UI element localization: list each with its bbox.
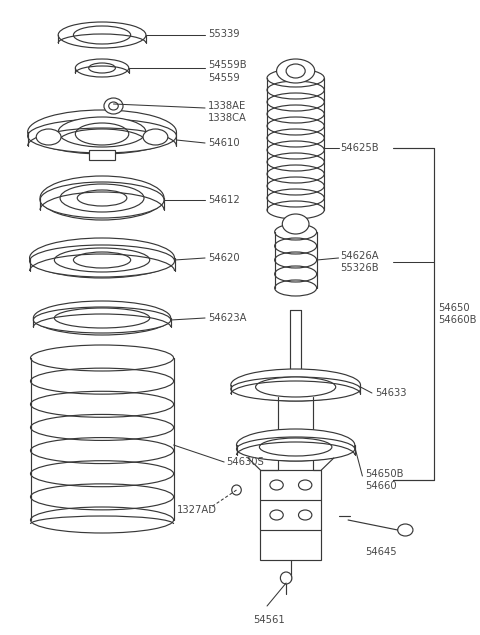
- Ellipse shape: [54, 248, 150, 272]
- Text: 54630S: 54630S: [226, 457, 264, 467]
- Ellipse shape: [40, 182, 164, 218]
- Text: 54660B: 54660B: [438, 315, 476, 325]
- Ellipse shape: [60, 184, 144, 212]
- Text: 54660: 54660: [365, 481, 397, 491]
- Text: 55339: 55339: [208, 29, 240, 39]
- Text: 55326B: 55326B: [340, 263, 379, 273]
- Ellipse shape: [30, 245, 175, 277]
- Ellipse shape: [282, 214, 309, 234]
- Text: 54626A: 54626A: [340, 251, 379, 261]
- Ellipse shape: [270, 480, 283, 490]
- Ellipse shape: [104, 98, 123, 114]
- Ellipse shape: [40, 176, 164, 220]
- Ellipse shape: [237, 437, 355, 461]
- Ellipse shape: [58, 117, 146, 147]
- Ellipse shape: [28, 110, 177, 154]
- Ellipse shape: [232, 485, 241, 495]
- Ellipse shape: [276, 59, 315, 83]
- Ellipse shape: [34, 307, 171, 333]
- Text: 1327AD: 1327AD: [177, 505, 216, 515]
- Bar: [89, 150, 115, 160]
- Text: 54623A: 54623A: [208, 313, 246, 323]
- Ellipse shape: [299, 510, 312, 520]
- Text: 54650: 54650: [438, 303, 469, 313]
- Ellipse shape: [30, 238, 175, 278]
- Ellipse shape: [109, 102, 118, 110]
- Text: 54612: 54612: [208, 195, 240, 205]
- Ellipse shape: [143, 129, 168, 145]
- Text: 1338CA: 1338CA: [208, 113, 247, 123]
- Ellipse shape: [280, 572, 292, 584]
- Ellipse shape: [28, 119, 177, 153]
- Ellipse shape: [54, 308, 150, 328]
- Ellipse shape: [270, 510, 283, 520]
- Ellipse shape: [75, 59, 129, 77]
- Text: 1338AE: 1338AE: [208, 101, 246, 111]
- Ellipse shape: [77, 190, 127, 206]
- Ellipse shape: [73, 26, 131, 44]
- Ellipse shape: [36, 129, 61, 145]
- Text: 54633: 54633: [375, 388, 406, 398]
- Text: 54561: 54561: [253, 615, 285, 625]
- Ellipse shape: [89, 63, 115, 73]
- Ellipse shape: [398, 524, 413, 536]
- Ellipse shape: [73, 252, 131, 268]
- Text: 54559: 54559: [208, 73, 240, 83]
- Ellipse shape: [34, 301, 171, 335]
- Text: 54610: 54610: [208, 138, 240, 148]
- Text: 54645: 54645: [365, 547, 397, 557]
- Text: 54625B: 54625B: [340, 143, 379, 153]
- Ellipse shape: [255, 377, 336, 397]
- FancyBboxPatch shape: [260, 470, 322, 560]
- Ellipse shape: [237, 429, 355, 461]
- Ellipse shape: [299, 480, 312, 490]
- Ellipse shape: [58, 22, 146, 48]
- Ellipse shape: [286, 64, 305, 78]
- Text: 54650B: 54650B: [365, 469, 404, 479]
- Ellipse shape: [75, 123, 129, 145]
- Text: 54620: 54620: [208, 253, 240, 263]
- Ellipse shape: [231, 369, 360, 401]
- Ellipse shape: [231, 377, 360, 401]
- Ellipse shape: [259, 438, 332, 456]
- Text: 54559B: 54559B: [208, 60, 247, 70]
